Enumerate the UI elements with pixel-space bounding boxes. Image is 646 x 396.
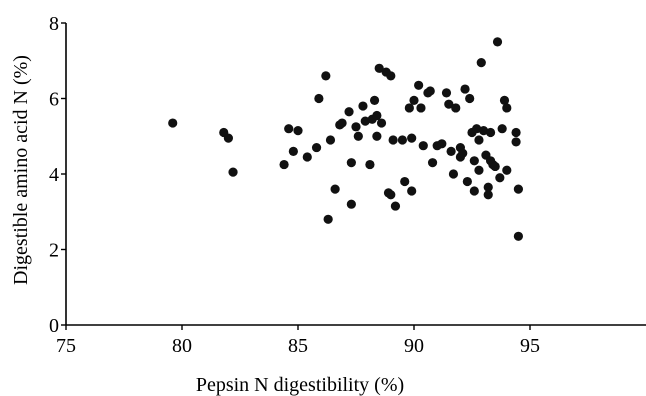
data-point [372,110,382,121]
data-point [360,116,370,126]
data-point [476,58,486,68]
data-point [351,122,361,132]
plot-area: 0 2 4 6 8 75 80 85 90 95 [49,13,646,357]
y-tick-label: 8 [49,13,59,35]
y-tick-label: 0 [49,315,59,337]
data-point [474,135,484,145]
data-point [511,127,521,138]
data-point [460,84,470,94]
data-point [365,159,375,170]
data-point [374,63,384,73]
data-point [483,182,493,192]
data-point [446,146,456,156]
data-point [495,173,505,183]
data-point [372,131,382,141]
data-point [465,93,475,104]
data-point [390,201,401,211]
x-tick-label: 80 [172,335,192,357]
data-point [483,190,493,200]
data-point [314,93,324,104]
y-tick-label: 4 [49,164,59,186]
x-tick-label: 95 [520,335,540,357]
data-point [228,167,238,177]
data-point [492,37,503,47]
data-point [418,141,428,151]
data-point [400,176,410,187]
data-point [444,99,454,109]
data-point [458,148,468,158]
x-axis-title: Pepsin N digestibility (%) [196,374,404,396]
data-point [451,103,461,113]
data-point [397,135,407,145]
data-point [330,184,340,194]
data-point [409,95,419,105]
data-point [485,127,496,138]
data-point [404,103,414,113]
data-point [497,124,507,134]
data-point [223,133,233,143]
data-point [474,165,484,175]
data-point [388,135,398,145]
data-point [448,169,459,179]
data-point [386,71,396,81]
data-point [462,176,472,187]
data-point [441,88,452,98]
data-point [344,107,354,117]
data-point [358,101,368,111]
data-point [346,199,356,209]
data-point [414,80,424,90]
data-point [513,231,524,241]
data-point [511,137,521,147]
data-point [513,184,524,194]
x-tick-label: 85 [288,335,308,357]
data-point [502,165,512,175]
data-point [337,118,347,128]
data-point [353,131,363,141]
data-point [346,158,356,168]
data-point [293,125,303,136]
data-point [469,156,479,166]
data-point [479,125,489,136]
y-axis-title: Digestible amino acid N (%) [10,55,32,285]
data-point [279,159,289,170]
data-point [469,186,479,196]
data-point [321,71,331,81]
data-point [437,139,447,149]
data-point [376,118,387,128]
data-point [386,190,396,200]
y-tick-label: 2 [49,240,59,262]
data-point [325,135,336,145]
data-point [311,142,322,153]
data-point [490,161,500,172]
data-point [407,186,417,196]
x-tick-label: 75 [56,335,76,357]
data-point [407,133,417,143]
data-point [427,158,438,168]
data-point [425,86,435,96]
y-tick-label: 6 [49,89,59,111]
data-point [302,152,312,162]
data-point [288,146,298,156]
data-point [284,124,294,134]
data-point [416,103,426,113]
x-tick-label: 90 [404,335,424,357]
data-point [502,103,512,113]
data-point [499,95,510,105]
data-point [168,118,178,128]
data-point [323,214,333,224]
data-point [369,95,380,105]
data-points [168,37,524,241]
data-point [472,124,482,134]
